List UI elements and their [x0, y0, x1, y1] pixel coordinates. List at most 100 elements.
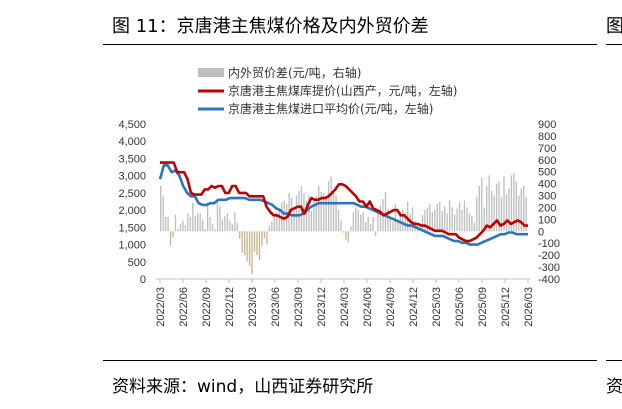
spread-bar	[426, 207, 429, 232]
spread-bar	[248, 231, 251, 266]
spread-bar	[184, 225, 187, 232]
spread-bar	[510, 175, 513, 232]
spread-bar	[187, 213, 189, 232]
spread-bar	[229, 220, 231, 232]
spread-bar	[488, 175, 490, 232]
adjacent-source-fragment: 资	[606, 377, 622, 397]
spread-bar	[441, 211, 443, 232]
spread-bar	[332, 193, 335, 232]
spread-bar	[239, 231, 241, 239]
spread-bar	[525, 196, 527, 232]
spread-bar	[434, 209, 436, 232]
spread-bar	[369, 224, 372, 232]
right-tick-label: 200	[538, 202, 556, 214]
spread-bar	[458, 202, 461, 232]
right-tick-label: 500	[538, 167, 556, 179]
import-price-line	[158, 164, 528, 246]
x-tick-label: 2023/09	[293, 287, 305, 327]
spread-bar	[327, 181, 330, 232]
legend-swatch-spread	[198, 68, 224, 77]
title-rule	[103, 44, 597, 45]
spread-bar	[495, 183, 498, 232]
spread-bar	[384, 191, 387, 232]
right-tick-label: -200	[538, 250, 560, 262]
spread-bar	[216, 200, 219, 232]
spread-bar	[498, 181, 500, 232]
left-tick-label: 1,000	[118, 240, 146, 252]
spread-bar	[357, 209, 359, 232]
figure-title: 图 11：京唐港主焦煤价格及内外贸价差	[112, 16, 429, 37]
legend-label-domestic: 京唐港主焦煤库提价(山西产，元/吨，左轴)	[228, 83, 457, 98]
spread-bar	[263, 231, 266, 239]
x-tick-label: 2023/03	[247, 287, 259, 327]
spread-bar	[172, 231, 174, 238]
spread-bar	[243, 231, 246, 256]
spread-bar	[463, 200, 466, 232]
legend: 内外贸价差(元/吨，右轴) 京唐港主焦煤库提价(山西产，元/吨，左轴) 京唐港主…	[198, 65, 457, 116]
spread-bar	[446, 213, 448, 232]
x-tick-label: 2022/09	[201, 287, 213, 327]
spread-bar	[174, 214, 177, 232]
spread-bar	[523, 186, 525, 232]
spread-bar	[261, 231, 263, 246]
spread-bar	[372, 217, 374, 232]
spread-bar	[518, 195, 520, 232]
adjacent-title-rule	[606, 44, 622, 45]
spread-bar	[162, 195, 164, 232]
spread-bar	[201, 219, 204, 232]
right-tick-label: 800	[538, 131, 556, 143]
adjacent-source-rule	[606, 360, 622, 361]
spread-bar	[169, 231, 172, 246]
right-tick-label: 100	[538, 214, 556, 226]
spread-bar	[189, 217, 191, 232]
x-tick-label: 2023/06	[270, 287, 282, 327]
adjacent-figure-title-fragment: 图	[606, 16, 622, 37]
spread-bar	[421, 214, 424, 232]
spread-bar	[468, 213, 471, 232]
x-tick-label: 2024/06	[362, 287, 374, 327]
x-tick-label: 2025/06	[454, 287, 466, 327]
spread-bar	[451, 207, 453, 232]
source-rule	[103, 360, 597, 361]
left-tick-label: 0	[140, 274, 146, 286]
spread-bars	[160, 172, 527, 275]
legend-label-import: 京唐港主焦煤进口平均价(元/吨，左轴)	[228, 101, 433, 116]
spread-bar	[367, 217, 369, 232]
spread-bar	[293, 208, 295, 232]
spread-bar	[411, 207, 414, 232]
spread-bar	[347, 231, 350, 243]
domestic-price-line	[160, 161, 528, 243]
spread-bar	[520, 188, 522, 232]
spread-bar	[473, 222, 476, 232]
spread-bar	[476, 196, 478, 232]
x-tick-label: 2025/12	[500, 287, 512, 327]
spread-bar	[298, 190, 300, 232]
spread-bar	[439, 201, 441, 232]
spread-bar	[179, 224, 182, 232]
spread-bar	[206, 202, 209, 232]
spread-bar	[325, 196, 327, 232]
spread-bar	[258, 231, 261, 260]
x-axis-ticks: 2022/03 2022/06 2022/09 2022/12 2023/03 2023/…	[155, 279, 535, 327]
left-tick-label: 500	[128, 257, 146, 269]
spread-bar	[377, 213, 379, 232]
spread-bar	[340, 220, 342, 232]
right-axis-ticks: -400-300-200-100010020030040050060070080…	[538, 119, 560, 286]
spread-bar	[493, 195, 495, 232]
spread-bar	[177, 228, 179, 232]
spread-bar	[429, 203, 431, 232]
right-tick-label: 700	[538, 143, 556, 155]
spread-bar	[486, 186, 488, 232]
spread-bar	[268, 225, 271, 232]
spread-bar	[402, 209, 404, 232]
spread-bar	[236, 222, 238, 232]
spread-bar	[508, 188, 510, 232]
spread-bar	[352, 212, 354, 232]
right-tick-label: 900	[538, 119, 556, 131]
spread-bar	[164, 217, 167, 232]
spread-bar	[320, 191, 322, 232]
spread-bar	[219, 206, 221, 232]
spread-bar	[226, 213, 229, 232]
spread-bar	[453, 214, 456, 232]
spread-bar	[231, 224, 233, 232]
